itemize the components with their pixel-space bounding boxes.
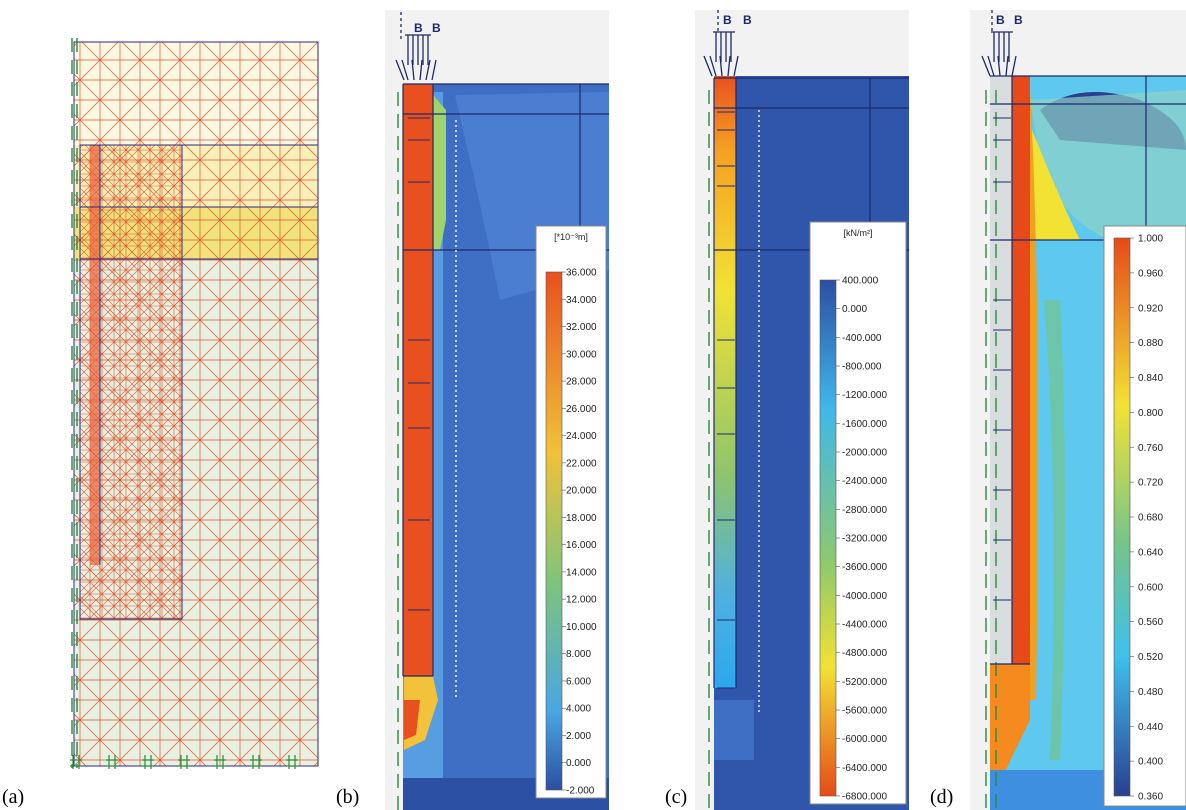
legend-tick-label: -4800.000	[842, 648, 887, 659]
legend-tick-label: 16.000	[566, 540, 597, 551]
legend-tick-label: -4000.000	[842, 591, 887, 602]
legend-tick-label: 0.640	[1138, 547, 1163, 558]
legend-tick-label: 0.000	[842, 304, 867, 315]
legend-tick-label: 0.600	[1138, 582, 1163, 593]
anchor-marks-c	[717, 111, 735, 689]
legend-tick-label: -800.000	[842, 362, 882, 373]
mesh-panel	[70, 38, 319, 769]
legend-tick-label: 6.000	[566, 676, 591, 687]
legend-tick-label: -6800.000	[842, 792, 887, 803]
legend-tick-label: 4.000	[566, 704, 591, 715]
legend-tick-label: 32.000	[566, 322, 597, 333]
legend-tick-label: -3600.000	[842, 562, 887, 573]
top-label-b1: B	[414, 21, 423, 35]
legend-tick-label: 36.000	[566, 268, 597, 279]
legend-tick-label: 0.400	[1138, 757, 1163, 768]
legend-tick-label: 0.520	[1138, 652, 1163, 663]
legend-unit-b: [*10⁻³m]	[554, 232, 588, 242]
legend-tick-label: -1600.000	[842, 419, 887, 430]
legend-tick-label: 0.720	[1138, 478, 1163, 489]
legend-tick-label: 0.840	[1138, 373, 1163, 384]
top-label-b2: B	[432, 21, 441, 35]
legend-tick-label: 0.760	[1138, 443, 1163, 454]
legend-scale-b: 36.000 34.000 32.000 30.000 28.000 26.000 24.0…	[545, 268, 597, 797]
legend-tick-label: 400.000	[842, 276, 879, 287]
legend-tick-label: 26.000	[566, 404, 597, 415]
legend-tick-label: 10.000	[566, 622, 597, 633]
legend-color-bar	[1113, 237, 1131, 797]
anchor-marks-d	[993, 117, 1011, 665]
legend-tick-label: 24.000	[566, 431, 597, 442]
panel-label-d: (d)	[930, 786, 954, 808]
legend-tick-label: 34.000	[566, 295, 597, 306]
legend-tick-label: -3200.000	[842, 534, 887, 545]
legend-tick-label: 2.000	[566, 731, 591, 742]
legend-tick-label: 12.000	[566, 595, 597, 606]
legend-tick-label: 0.960	[1138, 268, 1163, 279]
legend-tick-label: 28.000	[566, 377, 597, 388]
legend-tick-label: -5200.000	[842, 677, 887, 688]
legend-tick-label: 14.000	[566, 567, 597, 578]
legend-tick-label: 0.880	[1138, 338, 1163, 349]
top-label-c1: B	[723, 13, 732, 27]
legend-tick-label: 20.000	[566, 486, 597, 497]
legend-tick-label: 0.360	[1138, 792, 1163, 803]
displacement-contour-panel: B B [*10⁻³m] 36.000 34.000 32.000 30.000 28.…	[385, 10, 609, 810]
legend-tick-label: -6000.000	[842, 734, 887, 745]
legend-tick-label: -2400.000	[842, 476, 887, 487]
anchor-marks-b	[408, 117, 430, 611]
legend-tick-label: 22.000	[566, 458, 597, 469]
legend-tick-label: -1200.000	[842, 390, 887, 401]
panel-label-c: (c)	[665, 786, 688, 808]
legend-color-bar	[819, 279, 837, 797]
legend-scale-c: 400.000 0.000 -400.000 -800.000 -1200.000 -16…	[819, 276, 887, 803]
legend-tick-label: -5600.000	[842, 706, 887, 717]
legend-tick-label: 0.440	[1138, 722, 1163, 733]
panel-label-a: (a)	[2, 786, 25, 808]
legend-scale-d: 1.000 0.960 0.920 0.880 0.840 0.800 0.760 0.720…	[1113, 234, 1163, 803]
legend-tick-label: -2.000	[566, 786, 595, 797]
legend-tick-label: -400.000	[842, 333, 882, 344]
legend-tick-label: 0.800	[1138, 408, 1163, 419]
legend-tick-label: 8.000	[566, 649, 591, 660]
legend-tick-label: -2800.000	[842, 505, 887, 516]
legend-unit-c: [kN/m²]	[844, 228, 873, 238]
legend-tick-label: 18.000	[566, 513, 597, 524]
legend-tick-label: 0.920	[1138, 303, 1163, 314]
ratio-contour-panel: B B 1.000 0.960 0.920 0.880 0.840 0.800 0.760 0…	[970, 10, 1186, 810]
legend-tick-label: 1.000	[1138, 234, 1163, 245]
stress-contour-panel: B B [kN/m²] 400.000 0.000 -400.000 -800.000…	[695, 10, 909, 810]
top-label-d1: B	[996, 13, 1005, 27]
top-label-c2: B	[743, 13, 752, 27]
legend-tick-label: 30.000	[566, 349, 597, 360]
top-label-d2: B	[1014, 13, 1023, 27]
legend-tick-label: -4400.000	[842, 620, 887, 631]
panel-label-b: (b)	[336, 786, 360, 808]
legend-color-bar	[545, 271, 563, 791]
legend-tick-label: 0.000	[566, 758, 591, 769]
legend-tick-label: 0.560	[1138, 617, 1163, 628]
legend-tick-label: 0.680	[1138, 513, 1163, 524]
legend-tick-label: 0.480	[1138, 687, 1163, 698]
legend-tick-label: -2000.000	[842, 448, 887, 459]
legend-tick-label: -6400.000	[842, 763, 887, 774]
